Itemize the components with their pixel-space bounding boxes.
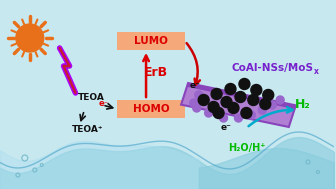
Circle shape xyxy=(241,108,252,119)
Text: e⁻: e⁻ xyxy=(221,122,232,132)
Text: HOMO: HOMO xyxy=(133,104,169,114)
Circle shape xyxy=(251,84,262,95)
Circle shape xyxy=(16,24,44,52)
Circle shape xyxy=(205,109,213,117)
Polygon shape xyxy=(181,83,296,127)
Circle shape xyxy=(219,114,227,122)
Text: e⁻: e⁻ xyxy=(98,99,109,108)
Circle shape xyxy=(235,91,246,102)
Text: TEOA: TEOA xyxy=(78,92,104,101)
Circle shape xyxy=(213,108,224,119)
Circle shape xyxy=(195,91,203,99)
FancyBboxPatch shape xyxy=(117,100,185,118)
Circle shape xyxy=(211,88,222,99)
Circle shape xyxy=(239,78,250,90)
Circle shape xyxy=(268,101,276,109)
FancyBboxPatch shape xyxy=(117,32,185,50)
Circle shape xyxy=(260,98,271,109)
Circle shape xyxy=(258,106,266,114)
Circle shape xyxy=(208,101,219,112)
Text: H₂O/H⁺: H₂O/H⁺ xyxy=(228,143,265,153)
Circle shape xyxy=(193,104,201,112)
Circle shape xyxy=(263,90,274,101)
Circle shape xyxy=(228,102,239,114)
Circle shape xyxy=(225,84,236,94)
Circle shape xyxy=(221,97,232,108)
Circle shape xyxy=(276,96,284,104)
Text: x: x xyxy=(314,67,319,75)
Text: e⁻: e⁻ xyxy=(189,81,200,91)
Circle shape xyxy=(235,114,242,122)
Circle shape xyxy=(190,99,198,107)
Polygon shape xyxy=(187,83,296,109)
Circle shape xyxy=(247,111,255,119)
Text: LUMO: LUMO xyxy=(134,36,168,46)
Text: H₂: H₂ xyxy=(295,98,311,112)
Text: CoAl-NSs/MoS: CoAl-NSs/MoS xyxy=(232,63,313,73)
Circle shape xyxy=(198,94,209,105)
Text: ErB: ErB xyxy=(144,67,168,80)
Text: TEOA⁺: TEOA⁺ xyxy=(72,125,103,135)
Circle shape xyxy=(248,94,259,105)
